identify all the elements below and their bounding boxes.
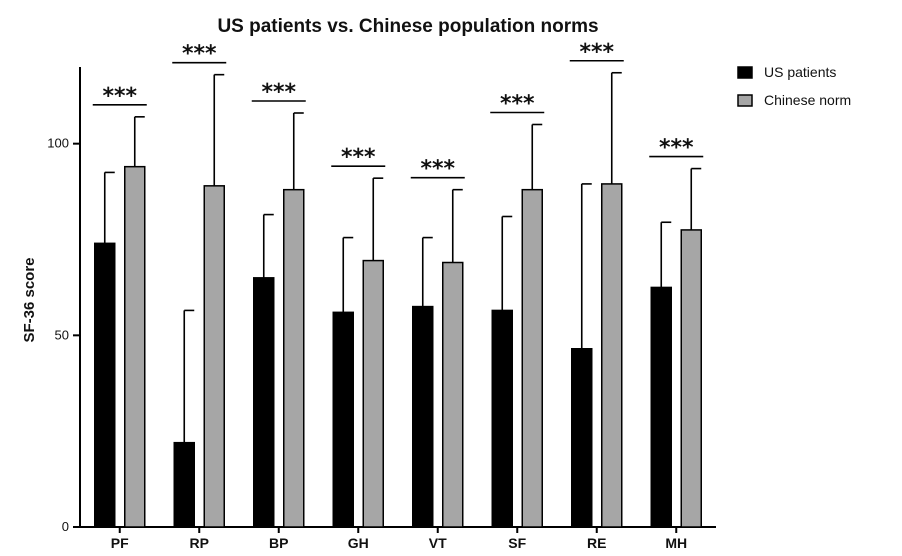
legend-label-us-patients: US patients: [764, 64, 836, 80]
x-tick-label: GH: [348, 535, 369, 551]
bar-chinese-norm: [601, 183, 623, 528]
significance-label: ***: [500, 92, 535, 117]
significance-label: ***: [341, 145, 376, 170]
significance-label: ***: [102, 84, 137, 109]
legend-label-chinese-norm: Chinese norm: [764, 92, 851, 108]
legend-swatch-chinese-norm: [737, 94, 753, 107]
bar-chinese-norm: [362, 259, 384, 528]
significance-label: ***: [261, 80, 296, 105]
bar-us-patients: [412, 305, 434, 528]
bar-chinese-norm: [124, 165, 146, 528]
bar-chinese-norm: [203, 185, 225, 528]
y-tick-label: 0: [62, 519, 69, 534]
x-tick-label: RP: [190, 535, 209, 551]
significance-label: ***: [659, 136, 694, 161]
significance-label: ***: [182, 42, 217, 67]
x-tick-label: RE: [587, 535, 606, 551]
bar-us-patients: [173, 441, 195, 528]
bar-chinese-norm: [283, 188, 305, 528]
bar-chinese-norm: [521, 188, 543, 528]
x-tick-label: BP: [269, 535, 288, 551]
y-tick-label: 100: [47, 136, 69, 151]
x-tick-label: PF: [111, 535, 129, 551]
bar-us-patients: [253, 277, 275, 528]
bar-us-patients: [491, 309, 513, 528]
bar-us-patients: [332, 311, 354, 528]
x-tick-label: SF: [508, 535, 526, 551]
bar-us-patients: [571, 348, 593, 528]
bar-chinese-norm: [442, 261, 464, 528]
significance-label: ***: [420, 157, 455, 182]
significance-label: ***: [579, 40, 614, 65]
y-tick-label: 50: [55, 327, 69, 342]
y-axis-label: SF-36 score: [21, 257, 38, 342]
legend-swatch-us-patients: [737, 66, 753, 79]
legend: US patients Chinese norm: [737, 64, 851, 108]
chart-title: US patients vs. Chinese population norms: [217, 16, 598, 37]
plot-area: 0 50 100 PF *** RP *** BP *** GH *** VT *** SF *** RE **…: [47, 40, 716, 551]
bar-us-patients: [94, 242, 116, 528]
bar-us-patients: [650, 286, 672, 528]
x-tick-label: VT: [429, 535, 447, 551]
bar-chinese-norm: [680, 229, 702, 528]
x-tick-label: MH: [665, 535, 687, 551]
